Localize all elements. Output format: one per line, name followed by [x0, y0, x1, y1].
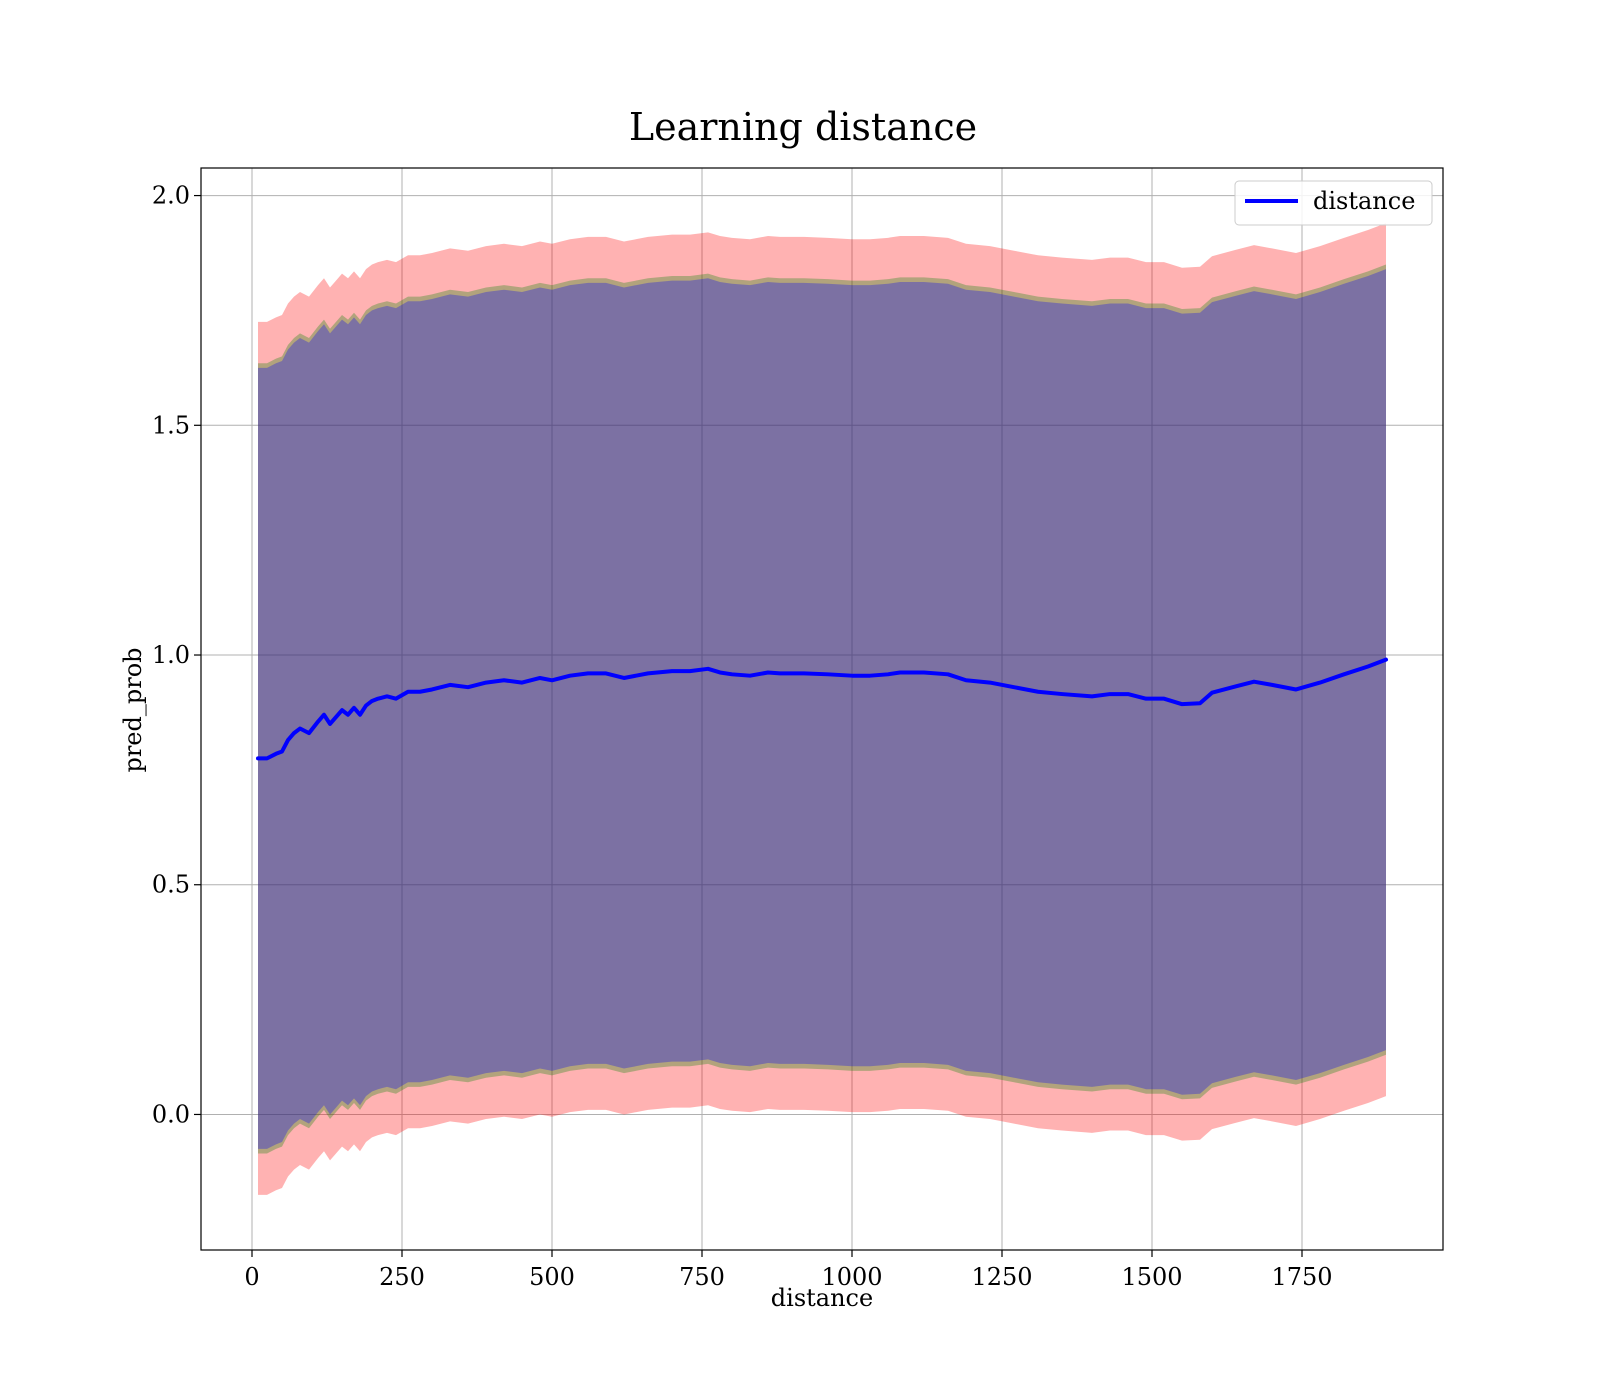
x-tick-label: 1750 [1271, 1263, 1332, 1291]
x-tick-label: 250 [379, 1263, 425, 1291]
legend-box [1234, 180, 1433, 226]
x-tick-label: 500 [529, 1263, 575, 1291]
legend: distance [1234, 180, 1433, 226]
x-tick-label: 1000 [821, 1263, 882, 1291]
legend-label: distance [1313, 187, 1415, 215]
confidence-band-3 [258, 269, 1386, 1149]
confidence-band-2 [258, 264, 1386, 1154]
y-tick-label: 0.0 [152, 1100, 190, 1128]
series-line [256, 657, 1388, 761]
y-tick-label: 1.5 [152, 411, 190, 439]
x-tick-label: 750 [679, 1263, 725, 1291]
x-tick-label: 1250 [971, 1263, 1032, 1291]
series-lines [256, 657, 1388, 761]
confidence-bands [258, 223, 1386, 1195]
y-tick-label: 0.5 [152, 871, 190, 899]
x-axis-label: distance [771, 1284, 873, 1312]
chart-title: Learning distance [629, 105, 977, 149]
y-tick-label: 2.0 [152, 182, 190, 210]
y-tick-label: 1.0 [152, 641, 190, 669]
axis-ticks: 0 250 500 750 1000 1250 1500 1750 0.0 0.5 1.0 1.5 2.… [152, 182, 1333, 1291]
x-tick-label: 0 [244, 1263, 259, 1291]
plot-frame [200, 167, 1444, 1251]
x-tick-label: 1500 [1121, 1263, 1182, 1291]
y-axis-label: pred_prob [119, 647, 147, 772]
confidence-band-1 [258, 223, 1386, 1195]
